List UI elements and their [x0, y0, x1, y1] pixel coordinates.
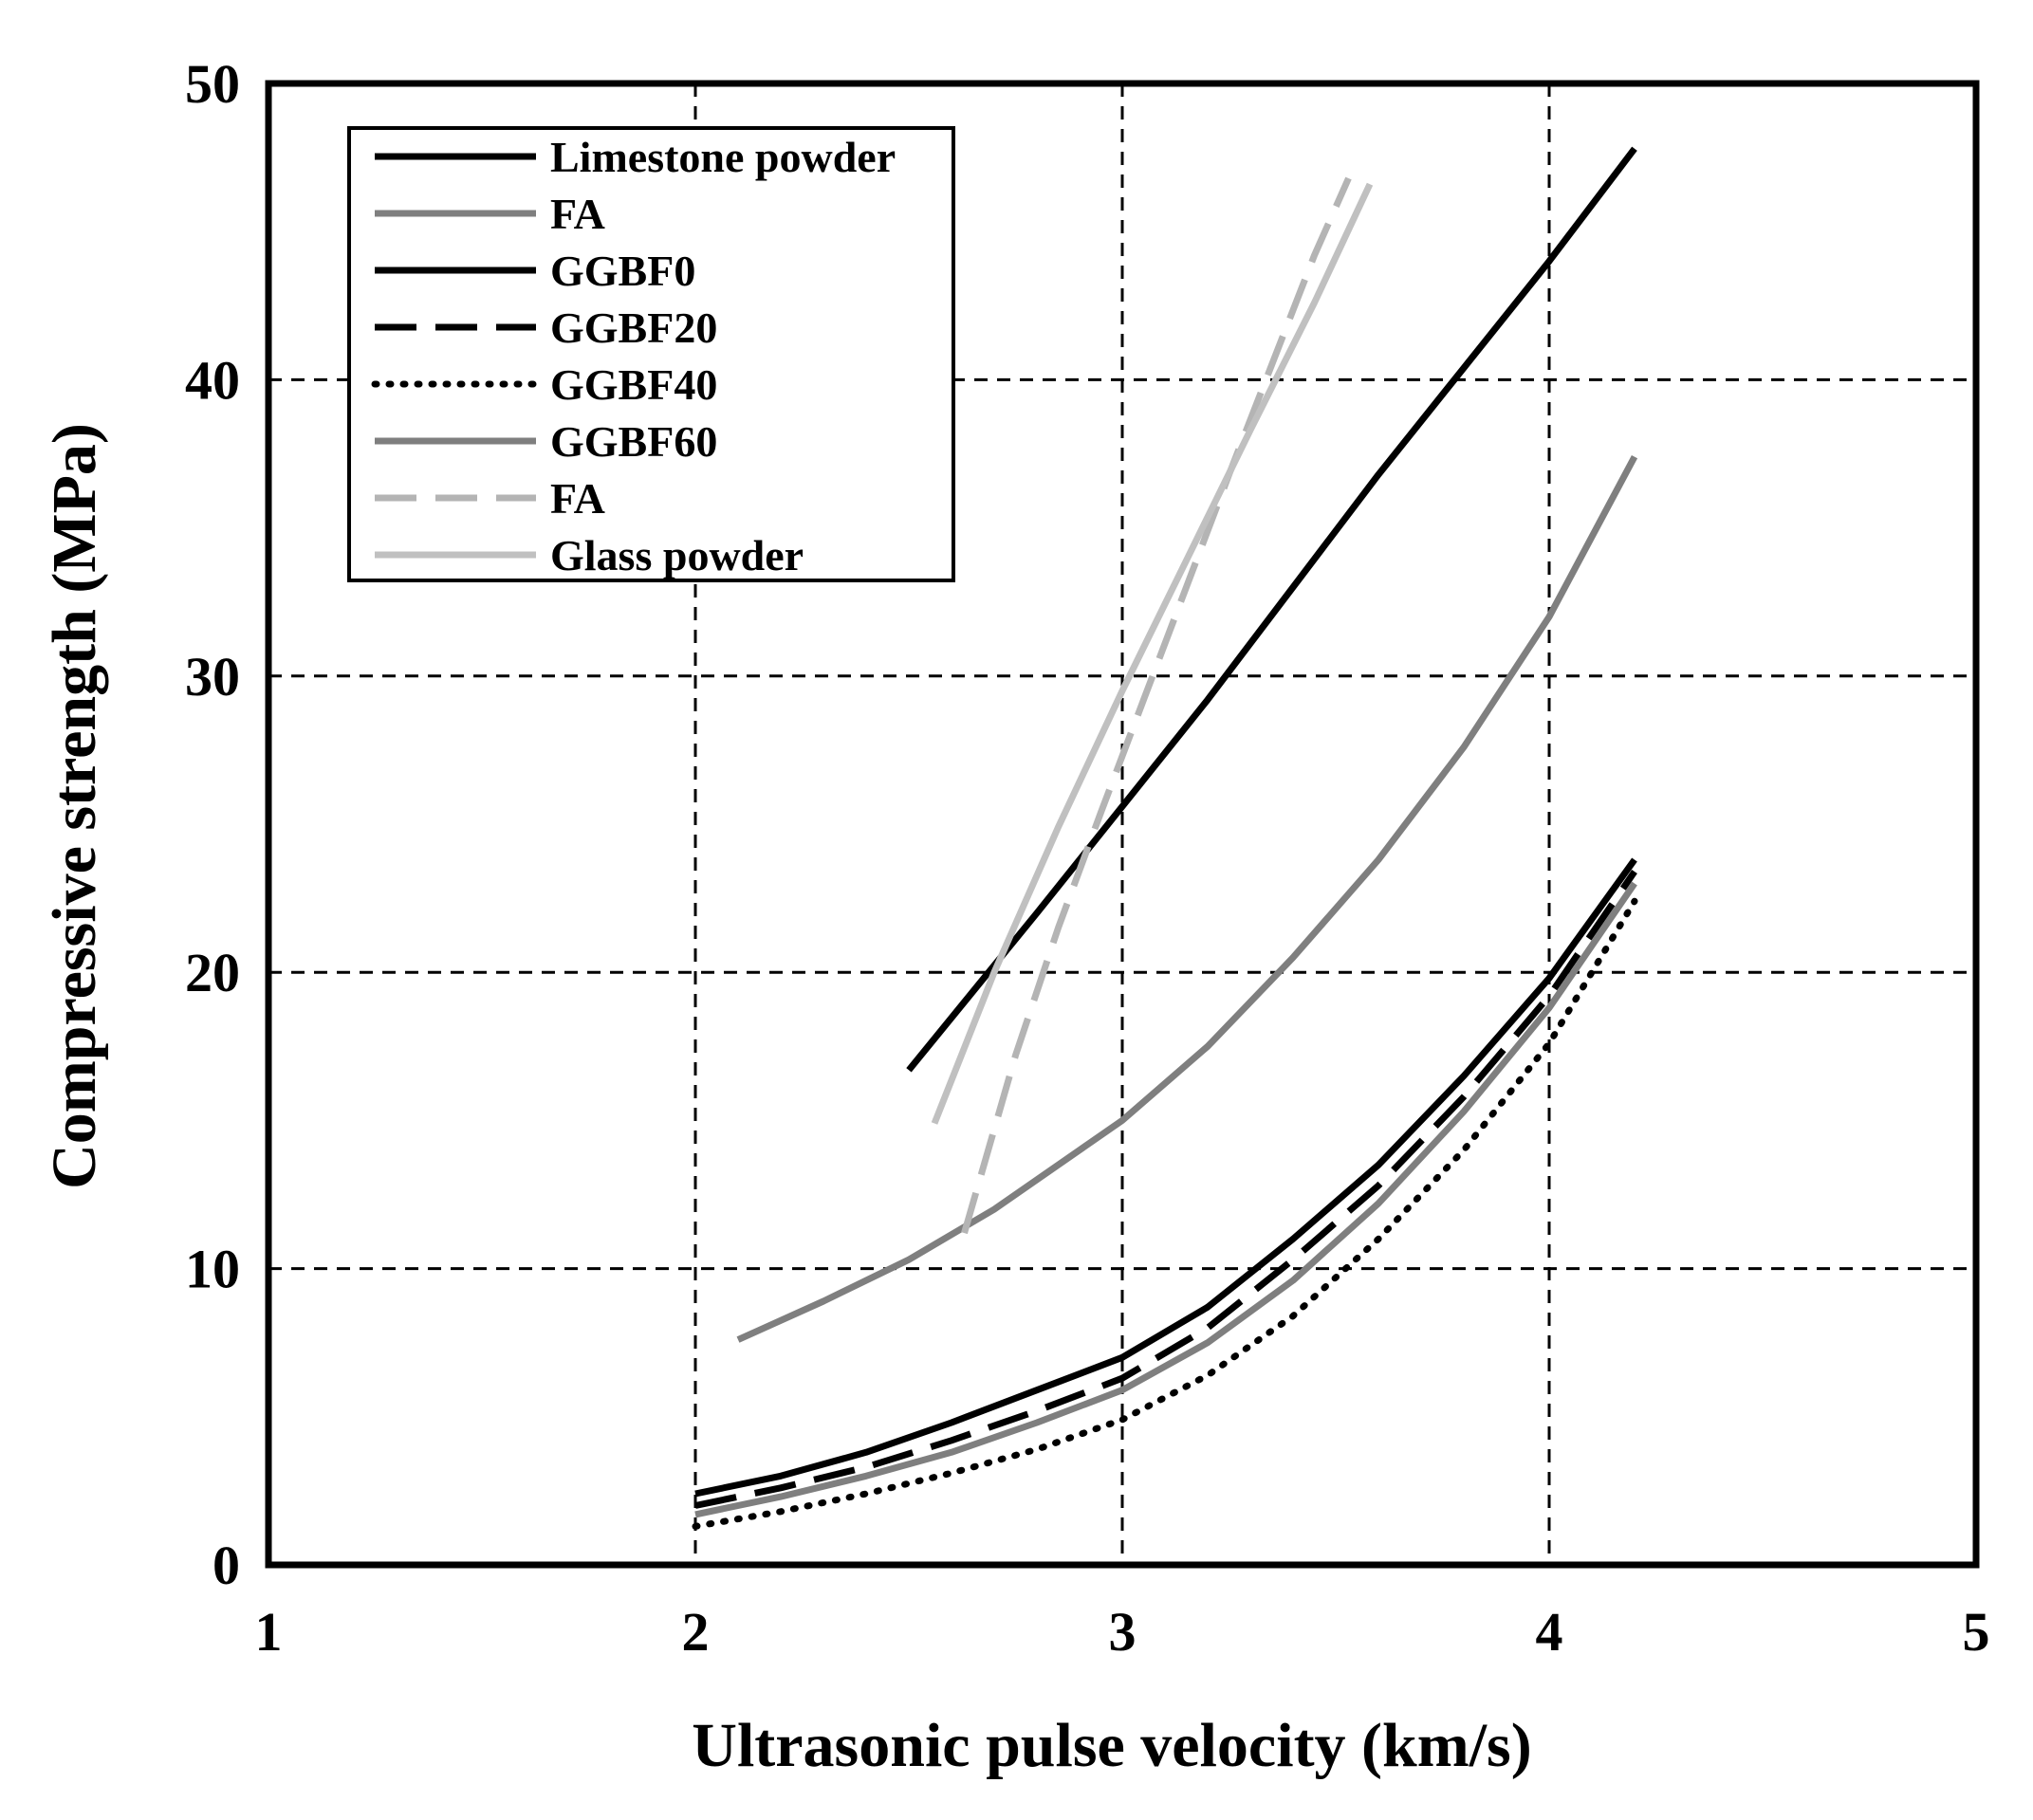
legend-label: GGBF20	[550, 303, 717, 352]
legend-label: FA	[550, 190, 605, 238]
x-tick-label: 5	[1963, 1601, 1990, 1663]
y-tick-label: 30	[185, 646, 240, 708]
y-tick-label: 20	[185, 942, 240, 1003]
y-tick-label: 0	[213, 1535, 240, 1596]
legend-label: GGBF60	[550, 417, 717, 466]
series-line	[692, 897, 1638, 1530]
legend-label: Limestone powder	[550, 133, 896, 181]
x-tick-label: 2	[682, 1601, 710, 1663]
x-axis-title: Ultrasonic pulse velocity (km/s)	[692, 1711, 1531, 1780]
x-tick-label: 1	[255, 1601, 283, 1663]
y-axis-title: Compressive strength (MPa)	[40, 423, 109, 1189]
y-tick-label: 10	[185, 1239, 240, 1300]
series-line	[906, 146, 1637, 1073]
series-line	[931, 182, 1374, 1125]
y-tick-label: 40	[185, 349, 240, 411]
x-tick-label: 3	[1109, 1601, 1137, 1663]
series-line	[961, 176, 1352, 1235]
series-line	[694, 857, 1637, 1498]
legend-box	[347, 126, 955, 582]
legend-label: Glass powder	[550, 531, 804, 579]
y-tick-label: 50	[185, 53, 240, 115]
series-line	[694, 881, 1637, 1518]
series-layer	[692, 146, 1638, 1530]
x-tick-label: 4	[1536, 1601, 1563, 1663]
series-line	[694, 870, 1637, 1509]
series-line	[736, 454, 1638, 1343]
legend-label: GGBF40	[550, 360, 717, 409]
legend: Limestone powder FA GGBF0 GGBF20 GGBF40 GGBF6…	[347, 126, 955, 582]
legend-label: FA	[550, 474, 605, 523]
plot-frame	[265, 80, 1980, 1569]
legend-label: GGBF0	[550, 247, 695, 295]
